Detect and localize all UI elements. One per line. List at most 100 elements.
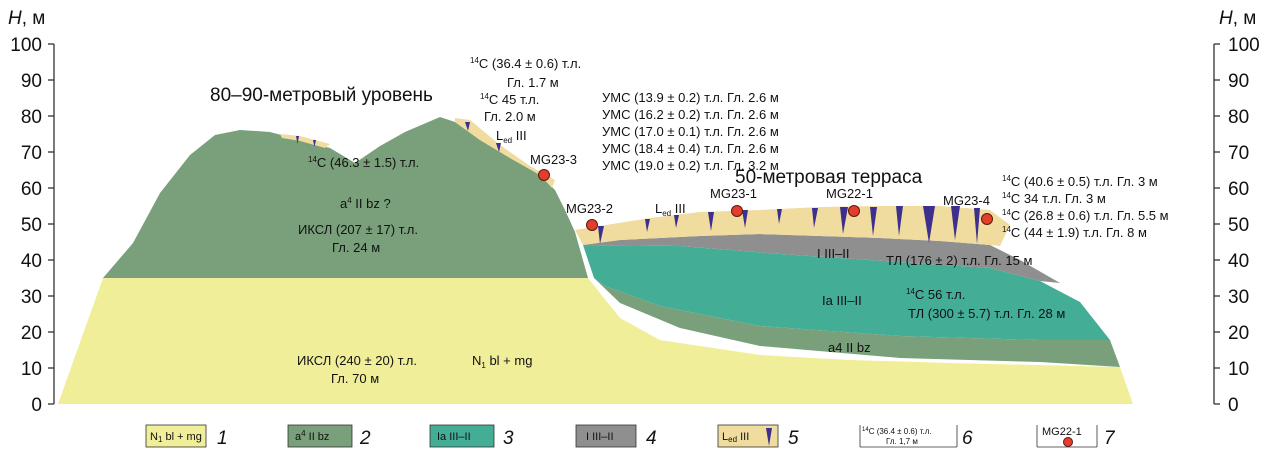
ums-date: УМС (16.2 ± 0.2) т.л. Гл. 2.6 м: [602, 107, 779, 122]
label-i-iii-ii: I III–II: [817, 246, 850, 261]
legend: N1 bl + mg 1 a4 II bz 2 Ia III–II 3 I II…: [145, 424, 1116, 449]
legend-num-4: 4: [646, 428, 657, 449]
ice-wedge: [974, 208, 980, 244]
date-iksl-240: ИКСЛ (240 ± 20) т.л.: [297, 353, 417, 368]
legend-num-3: 3: [503, 428, 514, 449]
left-axis-tick-label: 0: [31, 395, 42, 416]
c14-date: 14C (26.8 ± 0.6) т.л. Гл. 5.5 м: [1002, 208, 1169, 223]
date-c14-45: 14C 45 т.л.: [480, 92, 539, 107]
unit-a4-upper: [103, 117, 588, 278]
legend-swatch-a4: [287, 424, 353, 448]
sample-point-mg22-1: [848, 205, 860, 217]
ice-wedges: [296, 122, 980, 244]
date-c14-45-depth: Гл. 2.0 м: [484, 109, 536, 124]
date-tl-300: ТЛ (300 ± 5.7) т.л. Гл. 28 м: [908, 306, 1065, 321]
right-axis-tick-label: 80: [1228, 107, 1249, 128]
right-axis-tick-label: 10: [1228, 359, 1249, 380]
ums-date: УМС (13.9 ± 0.2) т.л. Гл. 2.6 м: [602, 90, 779, 105]
title-50-terrace: 50-метровая терраса: [735, 167, 923, 188]
ice-wedge: [896, 206, 903, 236]
ice-wedge: [465, 122, 470, 131]
date-iksl-240-depth: Гл. 70 м: [331, 371, 379, 386]
left-axis-tick-label: 40: [21, 251, 42, 272]
left-axis-tick-label: 20: [21, 323, 42, 344]
c14-date: 14C 34 т.л. Гл. 3 м: [1002, 191, 1106, 206]
right-c14-dates: 14C (40.6 ± 0.5) т.л. Гл. 3 м 14C 34 т.л…: [1002, 174, 1169, 240]
legend-num-6: 6: [962, 428, 973, 449]
right-axis-tick-label: 60: [1228, 179, 1249, 200]
legend-swatch-led: [717, 424, 779, 448]
legend-text-n1: N1 bl + mg: [150, 431, 202, 444]
ums-date: УМС (18.4 ± 0.4) т.л. Гл. 2.6 м: [602, 141, 779, 156]
legend-wedge-icon: [766, 428, 772, 446]
sample-label-mg22-1: MG22-1: [826, 186, 873, 201]
legend-item-2: a4 II bz 2: [287, 424, 371, 449]
left-axis-tick-label: 50: [21, 215, 42, 236]
ice-wedge: [742, 210, 748, 228]
sample-label-mg23-1: MG23-1: [710, 186, 757, 201]
label-n1-bl-mg: N1 bl + mg: [472, 353, 532, 370]
left-axis-tick-label: 70: [21, 143, 42, 164]
legend-swatch-i: [575, 424, 637, 448]
legend-text-i: I III–II: [586, 431, 614, 443]
date-iksl-207-depth: Гл. 24 м: [332, 240, 380, 255]
ice-wedge: [496, 143, 501, 152]
ice-wedge: [951, 206, 960, 240]
label-a4-ii-bz: a4 II bz: [828, 340, 871, 355]
right-axis-tick-label: 100: [1228, 35, 1260, 56]
c14-date: 14C (44 ± 1.9) т.л. Гл. 8 м: [1002, 225, 1147, 240]
unit-n1-bl-mg: [58, 278, 1133, 404]
sample-label-mg23-4: MG23-4: [943, 193, 990, 208]
legend-swatch-ia: [429, 424, 495, 448]
legend-num-7: 7: [1104, 428, 1116, 449]
left-axis-tick-label: 10: [21, 359, 42, 380]
right-axis-tick-label: 20: [1228, 323, 1249, 344]
legend-text-date-1: 14C (36.4 ± 0.6) т.л.: [862, 427, 932, 436]
ice-wedge: [840, 207, 848, 234]
unit-ia-iii-ii: [583, 245, 1110, 340]
sample-point-mg23-3: [538, 169, 550, 181]
sample-label-mg23-2: MG23-2: [566, 201, 613, 216]
legend-swatch-n1: [145, 424, 207, 448]
ums-date: УМС (19.0 ± 0.2) т.л. Гл. 3.2 м: [602, 158, 779, 173]
ice-wedge: [812, 208, 818, 228]
left-axis-tick-label: 60: [21, 179, 42, 200]
legend-item-3: Ia III–II 3: [429, 424, 514, 449]
ice-wedge: [296, 136, 299, 144]
sample-point-mg23-4: [981, 213, 993, 225]
ice-wedge: [923, 206, 935, 243]
title-80-90-level: 80–90-метровый уровень: [210, 85, 433, 106]
left-axis-tick-label: 100: [10, 35, 42, 56]
right-axis-tick-label: 90: [1228, 71, 1249, 92]
date-tl-176: ТЛ (176 ± 2) т.л. Гл. 15 м: [886, 253, 1032, 268]
legend-text-date-2: Гл. 1,7 м: [886, 437, 918, 446]
unit-a4-lower: [594, 278, 1120, 367]
legend-swatch-date: [859, 425, 958, 448]
label-led-iii-terrace: Led III: [655, 201, 686, 218]
right-axis-label: H, м: [1219, 8, 1256, 29]
left-axis-label: H, м: [8, 8, 45, 29]
sample-point-mg23-2: [586, 219, 598, 231]
legend-text-sample: MG22-1: [1042, 426, 1082, 438]
right-axis-tick-label: 0: [1228, 395, 1239, 416]
legend-num-5: 5: [788, 428, 799, 449]
right-axis-tick-label: 70: [1228, 143, 1249, 164]
date-c14-36-4: 14C (36.4 ± 0.6) т.л.: [470, 56, 581, 71]
legend-num-1: 1: [217, 428, 228, 449]
unit-loess-hill: [280, 134, 330, 148]
date-iksl-207: ИКСЛ (207 ± 17) т.л.: [298, 222, 418, 237]
ice-wedge: [708, 212, 714, 231]
date-c14-36-4-depth: Гл. 1.7 м: [507, 75, 559, 90]
sample-point-mg23-1: [731, 205, 743, 217]
ums-dates: УМС (13.9 ± 0.2) т.л. Гл. 2.6 м УМС (16.…: [602, 90, 779, 173]
right-axis-tick-label: 50: [1228, 215, 1249, 236]
left-axis-tick-label: 30: [21, 287, 42, 308]
ice-wedge: [870, 207, 877, 236]
legend-item-5: Led III 5: [717, 424, 799, 449]
legend-item-1: N1 bl + mg 1: [145, 424, 228, 449]
legend-swatch-sample: [1036, 425, 1098, 448]
ums-date: УМС (17.0 ± 0.1) т.л. Гл. 2.6 м: [602, 124, 779, 139]
unit-loess-slope: [455, 118, 555, 188]
